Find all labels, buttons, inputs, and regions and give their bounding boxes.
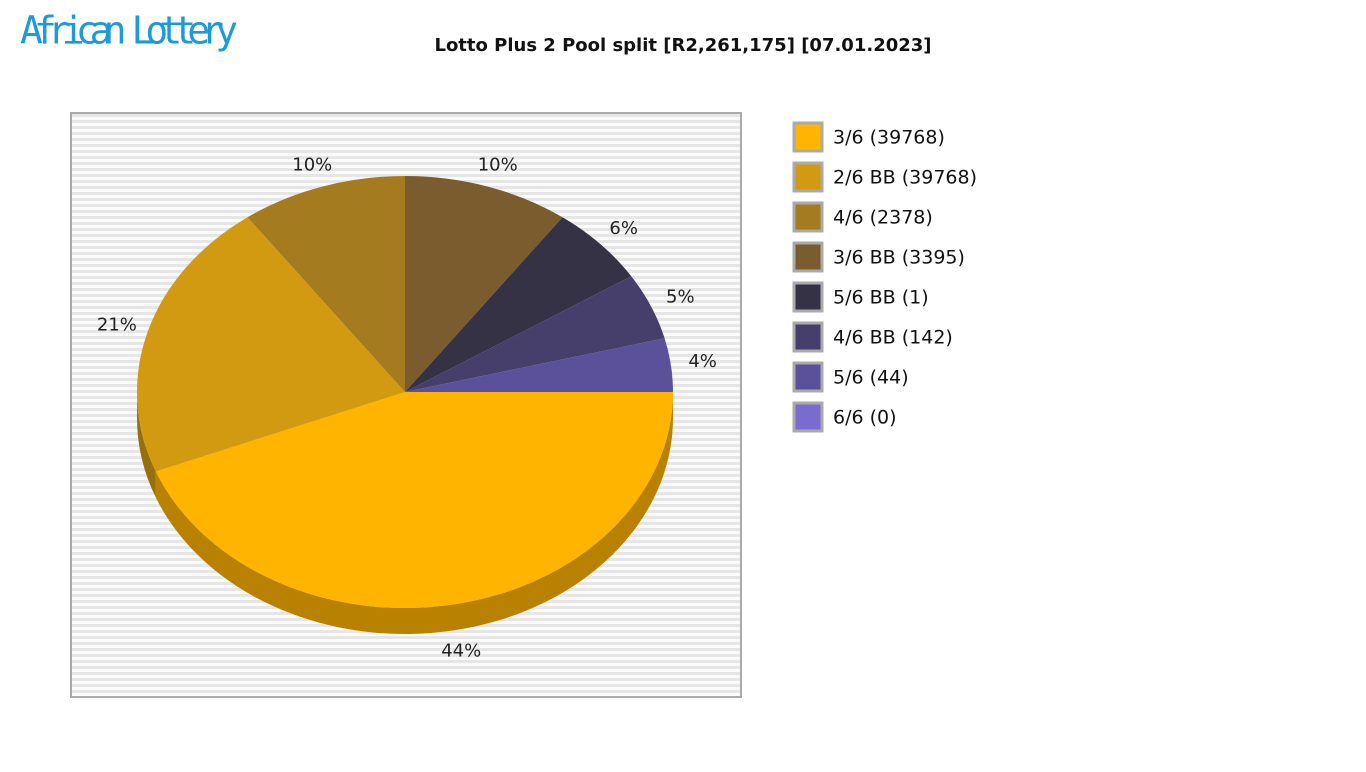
legend-swatch bbox=[792, 401, 824, 433]
legend-label: 5/6 (44) bbox=[833, 367, 909, 389]
pie-slice bbox=[405, 217, 632, 392]
slice-label: 10% bbox=[292, 155, 332, 176]
pie-slice bbox=[405, 176, 563, 392]
legend-swatch bbox=[792, 321, 824, 353]
pie-slice bbox=[137, 217, 405, 472]
pie-slice bbox=[247, 176, 405, 392]
slice-label: 5% bbox=[666, 286, 695, 307]
pie-side bbox=[137, 392, 156, 498]
chart-title: Lotto Plus 2 Pool split [R2,261,175] [07… bbox=[434, 35, 931, 56]
slice-label: 44% bbox=[441, 640, 481, 661]
slice-label: 10% bbox=[478, 155, 518, 176]
logo: African Lottery bbox=[20, 9, 238, 53]
pie-slice bbox=[155, 392, 674, 608]
legend-label: 3/6 BB (3395) bbox=[833, 247, 965, 269]
legend-label: 4/6 BB (142) bbox=[833, 327, 953, 349]
legend-swatch bbox=[792, 121, 824, 153]
legend-label: 2/6 BB (39768) bbox=[833, 167, 977, 189]
legend: 3/6 (39768) 2/6 BB (39768) 4/6 (2378) 3/6 B… bbox=[792, 121, 977, 433]
legend-swatch bbox=[792, 281, 824, 313]
slice-label: 4% bbox=[688, 351, 717, 372]
legend-label: 4/6 (2378) bbox=[833, 207, 933, 229]
pie-slice bbox=[405, 276, 665, 392]
legend-swatch bbox=[792, 161, 824, 193]
pie-slice bbox=[405, 338, 673, 392]
slice-label: 6% bbox=[609, 218, 638, 239]
legend-swatch bbox=[792, 241, 824, 273]
legend-label: 6/6 (0) bbox=[833, 407, 897, 429]
slice-label: 21% bbox=[97, 315, 137, 336]
legend-label: 3/6 (39768) bbox=[833, 127, 945, 149]
pie: 44% 21% 10% 10% 6% 5% 4% bbox=[97, 155, 717, 662]
legend-swatch bbox=[792, 361, 824, 393]
legend-label: 5/6 BB (1) bbox=[833, 287, 929, 309]
legend-swatch bbox=[792, 201, 824, 233]
